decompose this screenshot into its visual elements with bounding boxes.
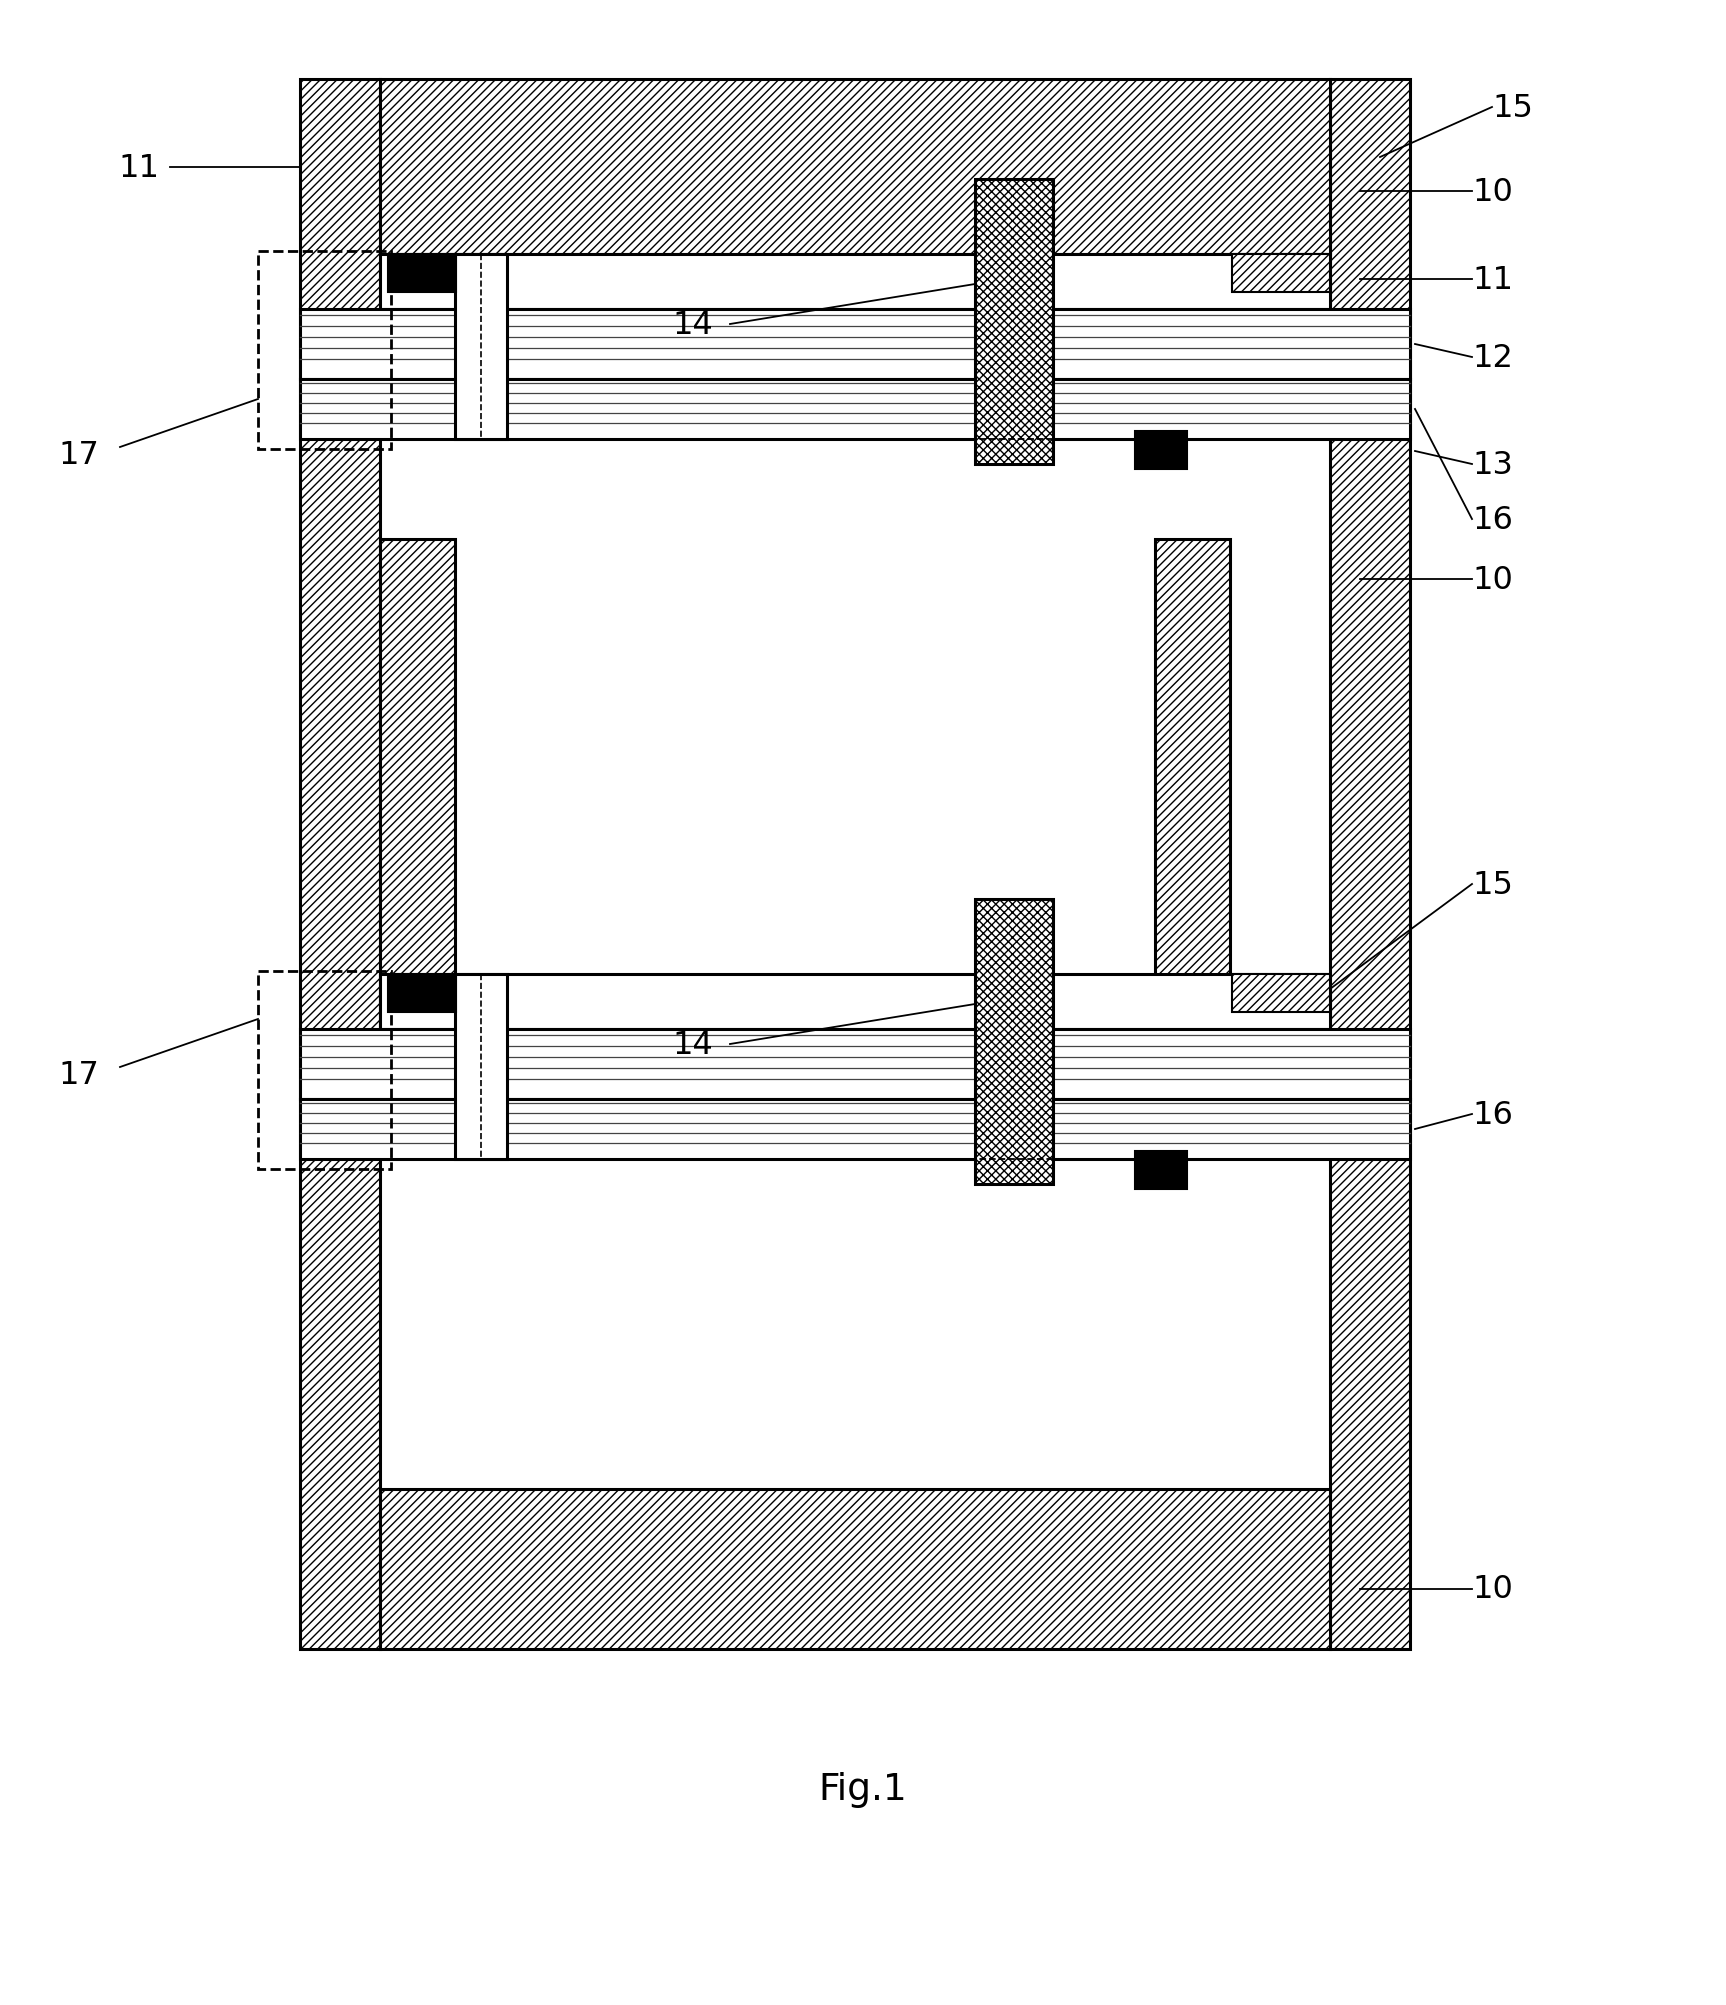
Bar: [456, 255, 507, 439]
Bar: [380, 255, 1331, 311]
Bar: [975, 180, 1053, 465]
Bar: [456, 974, 507, 1159]
Bar: [380, 1490, 1331, 1650]
Text: 10: 10: [1472, 176, 1514, 207]
Text: 10: 10: [1472, 1574, 1514, 1604]
Text: 15: 15: [1491, 92, 1533, 124]
Bar: [1232, 974, 1331, 1013]
Bar: [1136, 431, 1187, 469]
Text: 10: 10: [1472, 563, 1514, 595]
Bar: [1331, 80, 1410, 1650]
Bar: [388, 255, 456, 293]
Bar: [380, 80, 1331, 255]
Text: Fig.1: Fig.1: [818, 1770, 908, 1807]
Text: 17: 17: [59, 1059, 98, 1091]
Bar: [380, 539, 456, 1069]
Text: 12: 12: [1472, 343, 1514, 373]
Text: 11: 11: [1472, 265, 1514, 295]
Text: 15: 15: [1472, 868, 1514, 900]
Bar: [300, 379, 1410, 439]
Bar: [1136, 1151, 1187, 1189]
Text: 16: 16: [1472, 1099, 1514, 1131]
Text: 17: 17: [59, 439, 98, 471]
Text: 14: 14: [671, 1029, 713, 1061]
Text: 16: 16: [1472, 503, 1514, 535]
Text: 13: 13: [1472, 449, 1514, 481]
Bar: [300, 1029, 1410, 1099]
Bar: [1232, 255, 1331, 293]
Bar: [300, 80, 380, 1650]
Bar: [388, 974, 456, 1013]
Bar: [975, 900, 1053, 1185]
Bar: [300, 311, 1410, 379]
Bar: [257, 972, 392, 1169]
Text: 11: 11: [117, 152, 159, 182]
Bar: [300, 1099, 1410, 1159]
Text: 14: 14: [671, 309, 713, 341]
Bar: [1155, 539, 1231, 1069]
Bar: [380, 974, 1331, 1029]
Bar: [257, 253, 392, 449]
